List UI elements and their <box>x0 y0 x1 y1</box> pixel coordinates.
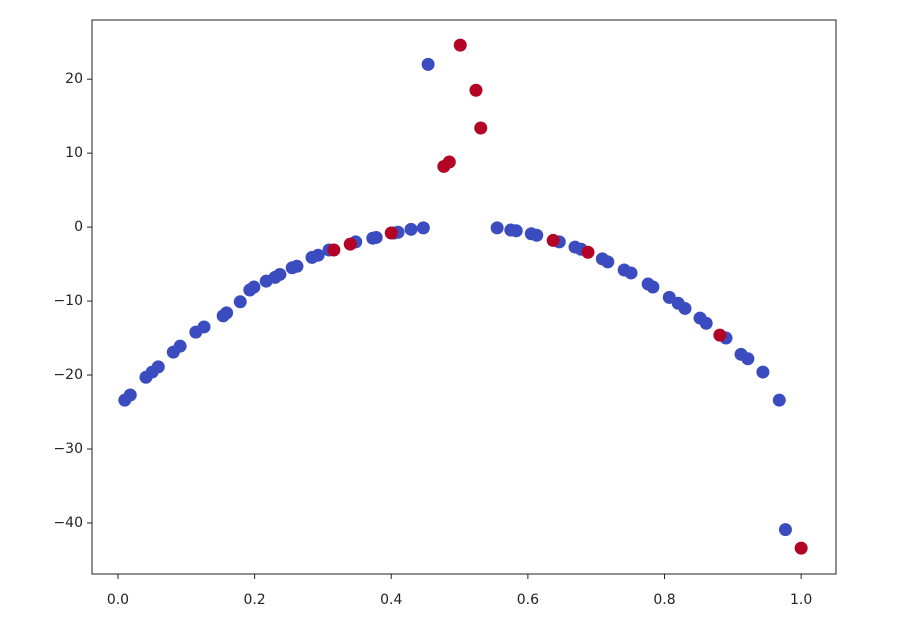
y-tick-label: 10 <box>65 145 83 161</box>
scatter-point <box>421 57 435 71</box>
scatter-point <box>601 255 615 269</box>
scatter-point <box>233 295 247 309</box>
scatter-point <box>290 259 304 273</box>
scatter-point <box>772 393 786 407</box>
scatter-point <box>220 306 234 320</box>
scatter-point <box>699 316 713 330</box>
x-tick-label: 0.6 <box>517 592 539 608</box>
scatter-point <box>416 221 430 235</box>
x-tick-label: 1.0 <box>790 592 812 608</box>
x-tick-label: 0.0 <box>107 592 129 608</box>
scatter-point <box>151 360 165 374</box>
scatter-point <box>794 541 808 555</box>
scatter-point <box>327 243 341 257</box>
scatter-point <box>778 523 792 537</box>
scatter-point <box>404 222 418 236</box>
y-tick-label: 20 <box>65 71 83 87</box>
y-tick-label: −10 <box>53 293 83 309</box>
x-tick-label: 0.4 <box>380 592 402 608</box>
scatter-point <box>509 224 523 238</box>
scatter-point <box>123 388 137 402</box>
x-tick-label: 0.2 <box>243 592 265 608</box>
y-tick-label: −40 <box>53 515 83 531</box>
scatter-point <box>624 266 638 280</box>
scatter-point <box>490 221 504 235</box>
scatter-point <box>756 365 770 379</box>
scatter-point <box>247 280 261 294</box>
scatter-point <box>173 339 187 353</box>
x-tick-label: 0.8 <box>653 592 675 608</box>
scatter-point <box>581 245 595 259</box>
scatter-point <box>678 301 692 315</box>
scatter-point <box>713 328 727 342</box>
y-tick-label: −20 <box>53 367 83 383</box>
scatter-point <box>469 83 483 97</box>
scatter-point <box>343 237 357 251</box>
y-tick-label: 0 <box>74 219 83 235</box>
scatter-point <box>273 267 287 281</box>
scatter-point <box>474 121 488 135</box>
scatter-point <box>453 38 467 52</box>
scatter-point <box>530 228 544 242</box>
scatter-point <box>546 233 560 247</box>
scatter-point <box>197 320 211 334</box>
plot-frame <box>91 19 837 575</box>
y-tick-label: −30 <box>53 441 83 457</box>
scatter-point <box>741 352 755 366</box>
scatter-point <box>646 280 660 294</box>
scatter-point <box>384 226 398 240</box>
scatter-point <box>442 155 456 169</box>
scatter-point <box>311 248 325 262</box>
scatter-point <box>369 230 383 244</box>
